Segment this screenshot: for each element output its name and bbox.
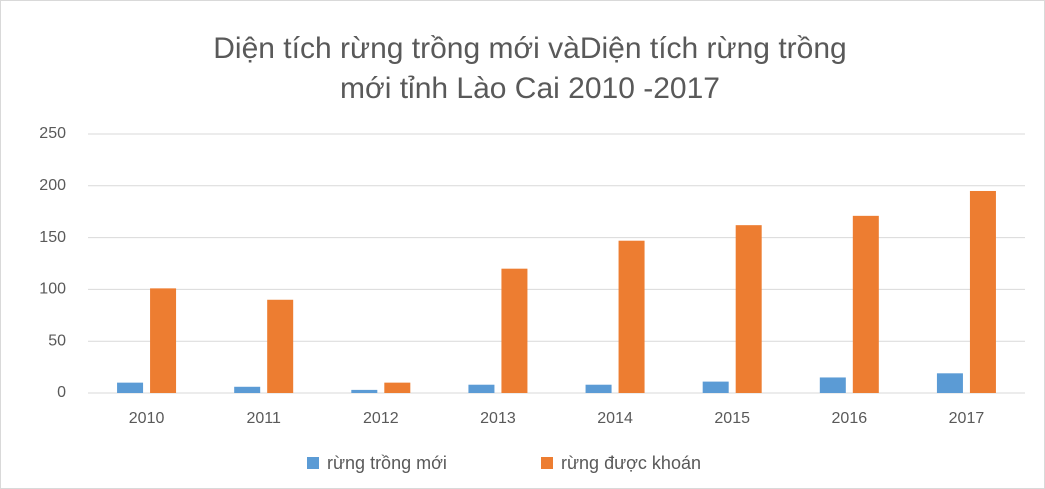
chart-title: mới tỉnh Lào Cai 2010 -2017 [340,72,720,105]
y-tick-label: 200 [39,177,66,194]
legend-label: rừng trồng mới [327,453,447,473]
y-tick-label: 100 [39,281,66,298]
bar [702,381,729,393]
bar [267,299,294,393]
y-tick-label: 50 [48,332,66,349]
x-tick-label: 2011 [246,410,281,427]
legend-swatch [307,457,319,469]
bar [936,373,963,393]
y-tick-label: 150 [39,229,66,246]
y-tick-label: 250 [39,125,66,142]
x-tick-label: 2012 [363,410,399,427]
x-tick-label: 2016 [832,410,868,427]
bar [384,382,411,393]
x-tick-label: 2015 [714,410,750,427]
legend-label: rừng được khoán [561,453,701,473]
x-tick-label: 2014 [597,410,633,427]
x-tick-label: 2017 [949,410,985,427]
bar [234,386,261,393]
chart-title: Diện tích rừng trồng mới vàDiện tích rừn… [213,32,846,65]
legend-swatch [541,457,553,469]
bar [735,225,762,393]
bar [585,384,612,393]
bar [351,389,378,393]
y-tick-label: 0 [57,384,66,401]
bar [819,377,846,393]
bar [618,240,645,393]
x-tick-label: 2010 [129,410,165,427]
bar [150,288,177,393]
bar [468,384,495,393]
bar [501,268,528,393]
bar [969,190,996,393]
bar [117,382,144,393]
x-tick-label: 2013 [480,410,516,427]
bar [852,215,879,393]
